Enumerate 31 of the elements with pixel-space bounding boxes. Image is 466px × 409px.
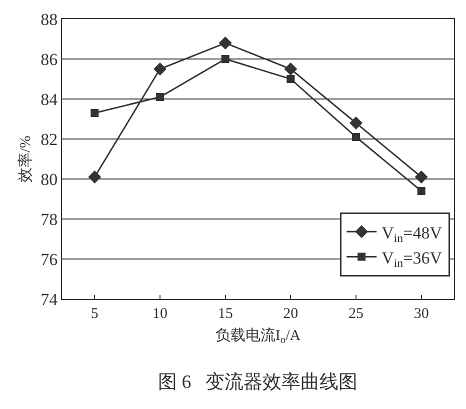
x-tick-label: 25 — [348, 306, 364, 322]
point — [88, 170, 102, 184]
y-tick-label: 76 — [40, 250, 58, 269]
x-axis-title: 负载电流I$_{o}$/A — [215, 327, 301, 346]
point — [286, 75, 295, 83]
x-tick-label: 30 — [414, 306, 429, 322]
y-tick-label: 78 — [40, 210, 58, 229]
point — [350, 116, 362, 130]
point — [352, 133, 360, 141]
point — [154, 62, 166, 76]
y-axis-title: 效率/% — [16, 136, 34, 182]
x-tick-label: 10 — [152, 306, 168, 322]
y-tick-label: 80 — [40, 170, 58, 189]
x-tick-label: 5 — [90, 306, 98, 322]
point — [221, 55, 230, 63]
point — [284, 62, 298, 76]
y-tick-label: 82 — [40, 130, 58, 149]
point — [156, 93, 164, 101]
text: 图 6 变流器效率曲线图 — [158, 371, 358, 393]
point — [417, 187, 426, 195]
point — [90, 109, 99, 117]
legend-label: V$_{in}$=36V — [382, 248, 443, 270]
y-tick-label: 86 — [40, 50, 58, 69]
y-tick-label: 88 — [40, 10, 58, 29]
legend-label: V$_{in}$=48V — [382, 223, 443, 245]
point — [414, 170, 428, 184]
y-tick-label: 84 — [40, 90, 58, 109]
x-tick-label: 20 — [283, 306, 298, 322]
x-tick-label: 15 — [218, 306, 233, 322]
y-tick-label: 74 — [40, 290, 58, 309]
point — [218, 36, 232, 50]
